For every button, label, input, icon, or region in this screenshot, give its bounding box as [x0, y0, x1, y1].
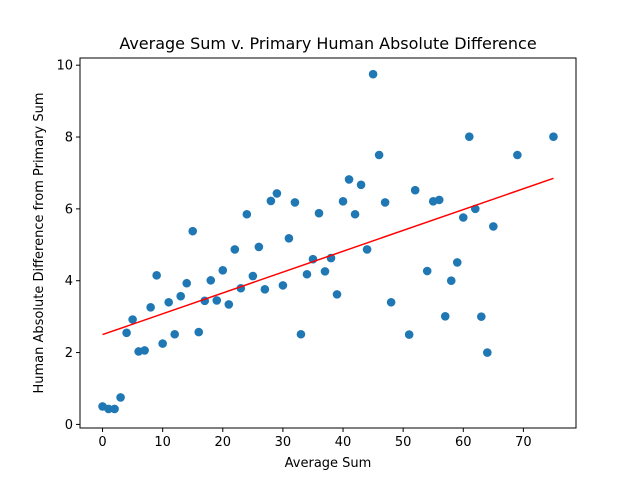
- data-point-0-19: [212, 296, 222, 305]
- data-point-0-55: [446, 276, 456, 286]
- chart-title: Average Sum v. Primary Human Absolute Di…: [119, 34, 536, 53]
- trend-line: [102, 177, 554, 336]
- data-point-0-43: [356, 180, 366, 190]
- data-point-0-44: [362, 245, 372, 254]
- data-point-0-33: [296, 329, 306, 339]
- data-point-0-18: [206, 276, 216, 285]
- data-point-0-53: [434, 195, 444, 205]
- data-point-0-64: [549, 132, 558, 141]
- plot-frame: [79, 57, 577, 429]
- data-point-0-30: [278, 281, 288, 290]
- data-point-0-4: [122, 328, 131, 338]
- x-tick-label-0: 0: [98, 435, 106, 450]
- x-tick-label-10: 10: [154, 435, 171, 450]
- x-tick-label-40: 40: [335, 435, 352, 450]
- data-point-0-49: [404, 330, 414, 339]
- data-point-0-40: [338, 197, 348, 206]
- x-tick-label-60: 60: [455, 435, 472, 450]
- data-point-0-31: [284, 234, 294, 243]
- data-point-0-37: [320, 267, 330, 276]
- data-point-0-15: [188, 226, 198, 236]
- x-axis-ticks: 0 10 20 30 40 50 60 70: [98, 428, 532, 450]
- y-tick-label-4: 4: [65, 274, 73, 289]
- data-point-0-12: [170, 329, 179, 339]
- data-point-0-20: [218, 266, 228, 275]
- y-axis-label: Human Absolute Difference from Primary S…: [32, 92, 47, 393]
- x-tick-label-20: 20: [215, 435, 232, 450]
- data-point-0-28: [266, 196, 276, 206]
- data-point-0-9: [152, 271, 161, 280]
- plot-background: [80, 58, 576, 428]
- y-tick-label-2: 2: [65, 346, 73, 361]
- data-point-0-48: [386, 297, 396, 307]
- x-tick-label-70: 70: [515, 435, 532, 450]
- data-point-0-8: [146, 303, 155, 312]
- points-layer: [98, 69, 558, 414]
- data-point-0-21: [224, 300, 234, 309]
- x-axis-label: Average Sum: [285, 456, 372, 471]
- fit-line-layer: [102, 177, 554, 336]
- data-point-0-58: [464, 132, 474, 141]
- data-point-0-29: [272, 189, 282, 198]
- y-tick-label-6: 6: [65, 202, 73, 217]
- data-point-0-42: [350, 209, 360, 219]
- data-point-0-2: [110, 404, 119, 414]
- data-point-0-62: [489, 222, 498, 231]
- data-point-0-56: [452, 258, 462, 267]
- y-axis-ticks: 0 2 4 6 8 10: [56, 59, 80, 433]
- data-point-0-34: [302, 269, 312, 279]
- x-tick-label-30: 30: [275, 435, 292, 450]
- data-point-0-60: [477, 312, 486, 321]
- plot-area: [79, 57, 577, 429]
- data-point-0-5: [128, 315, 137, 324]
- data-point-0-24: [242, 209, 252, 219]
- data-point-0-3: [116, 393, 125, 402]
- data-point-0-27: [260, 285, 270, 294]
- y-tick-label-0: 0: [65, 418, 73, 433]
- data-point-0-16: [194, 327, 204, 337]
- data-point-0-36: [314, 208, 324, 218]
- data-point-0-22: [230, 245, 240, 254]
- data-point-0-26: [254, 242, 264, 252]
- x-tick-label-50: 50: [395, 435, 412, 450]
- data-point-0-50: [410, 185, 420, 195]
- data-point-0-41: [344, 175, 354, 184]
- data-point-0-11: [164, 297, 173, 307]
- data-point-0-39: [332, 290, 342, 299]
- data-point-0-51: [422, 266, 432, 276]
- data-point-0-47: [380, 198, 390, 207]
- data-point-0-14: [182, 278, 192, 288]
- data-point-0-32: [290, 198, 300, 207]
- data-point-0-63: [513, 150, 522, 160]
- data-point-0-10: [158, 339, 167, 348]
- y-tick-label-8: 8: [65, 131, 73, 146]
- data-point-0-25: [248, 271, 258, 281]
- data-point-0-54: [440, 311, 450, 321]
- data-point-0-1: [104, 404, 113, 414]
- data-point-0-13: [176, 291, 186, 301]
- data-point-0-7: [140, 346, 149, 355]
- data-point-0-61: [483, 348, 492, 357]
- data-point-0-57: [458, 213, 468, 222]
- y-tick-label-10: 10: [56, 59, 73, 74]
- data-point-0-46: [374, 150, 384, 160]
- data-point-0-45: [368, 69, 378, 79]
